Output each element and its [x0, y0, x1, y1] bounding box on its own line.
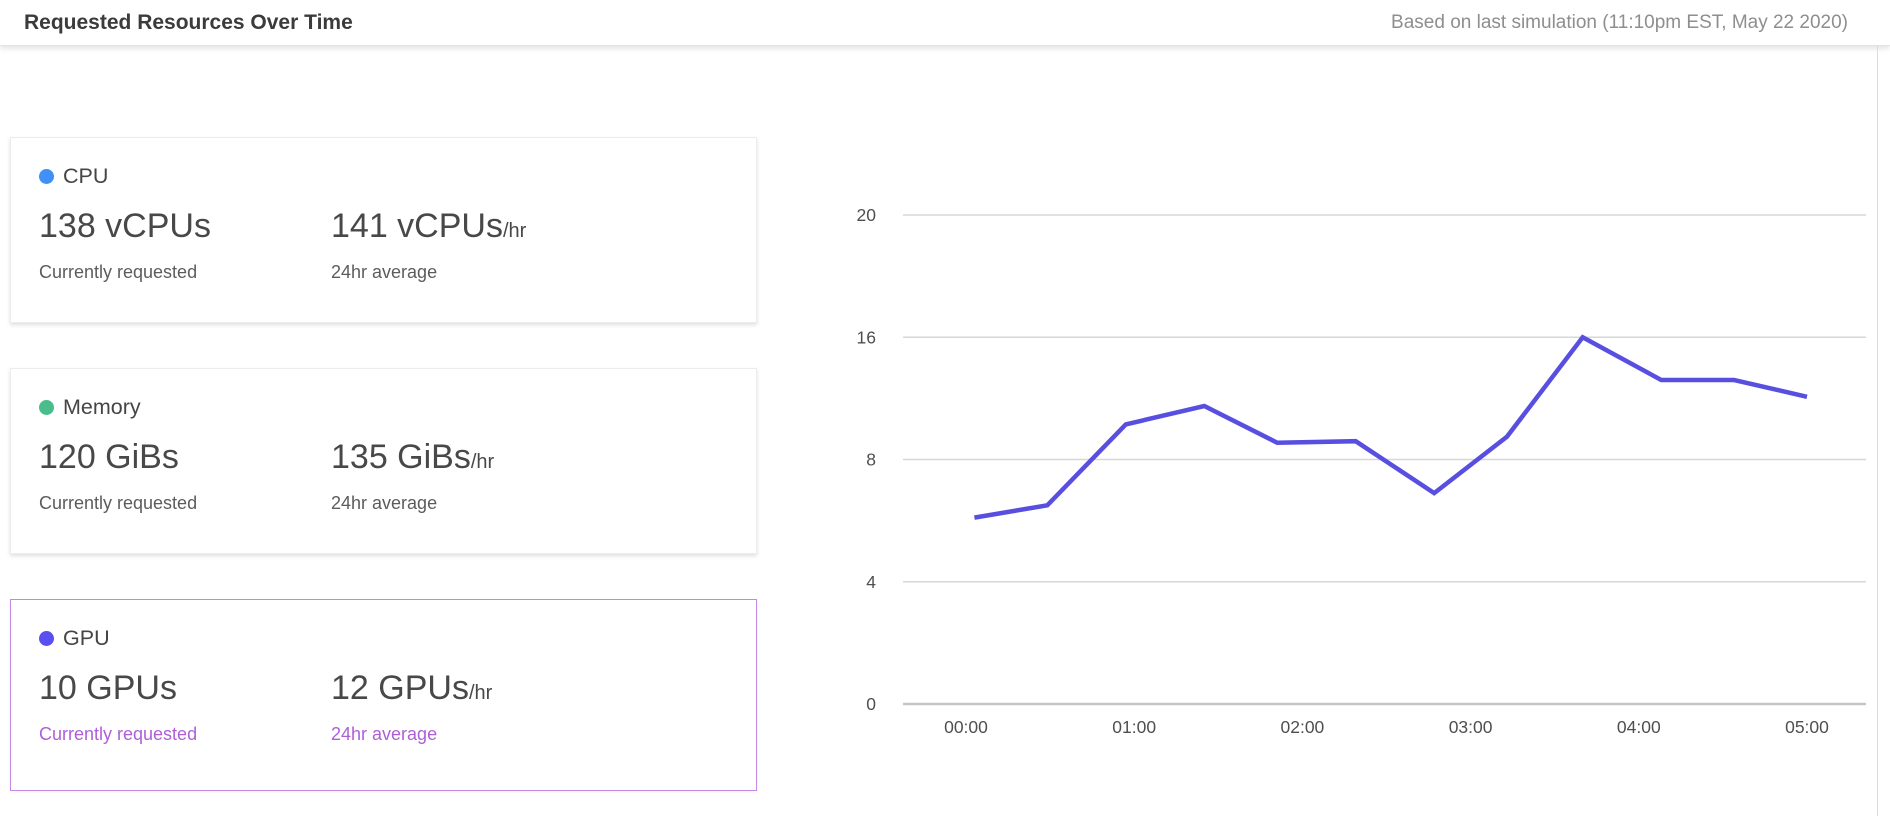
- per-hour-suffix: /hr: [468, 682, 493, 704]
- current-caption: Currently requested: [39, 493, 198, 514]
- average-number: 135 GiBs: [331, 438, 471, 476]
- current-value: 10 GPUs: [39, 669, 177, 707]
- average-caption: 24hr average: [331, 724, 438, 745]
- current-column: 10 GPUs Currently requested: [39, 669, 331, 745]
- current-caption: Currently requested: [39, 724, 198, 745]
- average-caption: 24hr average: [331, 493, 438, 514]
- gpu-legend-dot-icon: [39, 631, 54, 646]
- x-tick-label: 05:00: [1785, 717, 1829, 737]
- average-value: 12 GPUs/hr: [331, 669, 492, 708]
- x-tick-label: 01:00: [1112, 717, 1156, 737]
- current-value: 120 GiBs: [39, 438, 179, 476]
- memory-legend-dot-icon: [39, 400, 54, 415]
- card-header-row: Memory: [39, 395, 728, 420]
- resource-card-memory[interactable]: Memory 120 GiBs Currently requested 135 …: [10, 368, 757, 554]
- y-tick-label: 8: [866, 450, 876, 470]
- y-tick-label: 4: [866, 572, 876, 592]
- resource-cards: CPU 138 vCPUs Currently requested 141 vC…: [10, 137, 757, 816]
- resource-name: Memory: [63, 395, 141, 419]
- average-column: 12 GPUs/hr 24hr average: [331, 669, 492, 745]
- y-tick-label: 16: [857, 327, 876, 347]
- per-hour-suffix: /hr: [470, 451, 495, 473]
- x-tick-label: 02:00: [1281, 717, 1325, 737]
- current-column: 138 vCPUs Currently requested: [39, 207, 331, 283]
- card-header-row: GPU: [39, 626, 728, 651]
- y-tick-label: 20: [857, 205, 877, 225]
- x-tick-label: 04:00: [1617, 717, 1661, 737]
- card-values-row: 10 GPUs Currently requested 12 GPUs/hr 2…: [39, 669, 728, 745]
- average-caption: 24hr average: [331, 262, 438, 283]
- average-column: 141 vCPUs/hr 24hr average: [331, 207, 526, 283]
- card-values-row: 138 vCPUs Currently requested 141 vCPUs/…: [39, 207, 728, 283]
- cpu-legend-dot-icon: [39, 169, 54, 184]
- resource-card-cpu[interactable]: CPU 138 vCPUs Currently requested 141 vC…: [10, 137, 757, 323]
- resource-name: CPU: [63, 164, 109, 188]
- card-values-row: 120 GiBs Currently requested 135 GiBs/hr…: [39, 438, 728, 514]
- average-number: 12 GPUs: [331, 669, 469, 707]
- x-tick-label: 00:00: [944, 717, 988, 737]
- panel-header: Requested Resources Over Time Based on l…: [0, 0, 1890, 46]
- y-tick-label: 0: [866, 694, 876, 714]
- card-header-row: CPU: [39, 164, 728, 189]
- scrollbar[interactable]: [1877, 45, 1878, 816]
- average-value: 135 GiBs/hr: [331, 438, 494, 477]
- average-column: 135 GiBs/hr 24hr average: [331, 438, 494, 514]
- current-column: 120 GiBs Currently requested: [39, 438, 331, 514]
- per-hour-suffix: /hr: [502, 220, 527, 242]
- resource-card-gpu[interactable]: GPU 10 GPUs Currently requested 12 GPUs/…: [10, 599, 757, 791]
- panel-title: Requested Resources Over Time: [24, 10, 353, 34]
- current-value: 138 vCPUs: [39, 207, 211, 245]
- simulation-timestamp: Based on last simulation (11:10pm EST, M…: [1391, 11, 1848, 33]
- resource-name: GPU: [63, 626, 110, 650]
- series-line-gpu: [974, 334, 1808, 520]
- current-caption: Currently requested: [39, 262, 198, 283]
- average-number: 141 vCPUs: [331, 207, 503, 245]
- average-value: 141 vCPUs/hr: [331, 207, 526, 246]
- x-tick-label: 03:00: [1449, 717, 1493, 737]
